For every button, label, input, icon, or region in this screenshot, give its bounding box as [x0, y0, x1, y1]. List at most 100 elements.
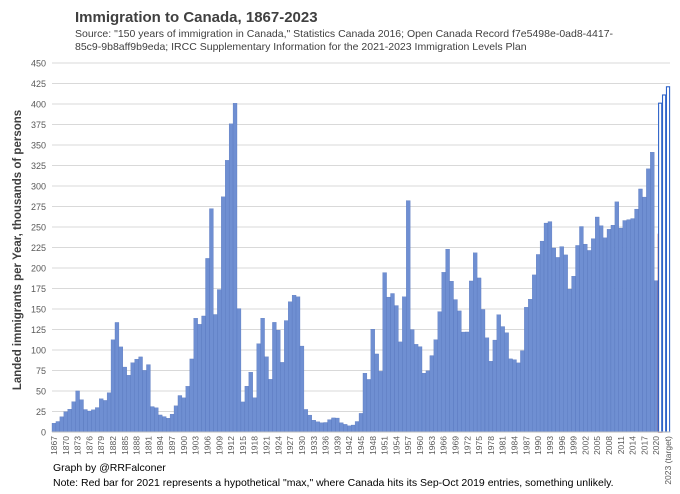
- bar: [122, 366, 127, 433]
- x-tick-label: 1933: [309, 436, 319, 455]
- bar: [520, 350, 525, 433]
- bar: [280, 362, 285, 433]
- bar: [386, 296, 391, 433]
- bar: [370, 329, 375, 433]
- bar: [484, 337, 490, 433]
- bar: [205, 258, 210, 433]
- y-axis-label-container: Landed immigrants per Year, thousands of…: [4, 100, 32, 400]
- y-tick-label: 425: [31, 79, 46, 89]
- bar: [583, 243, 588, 433]
- bar: [465, 331, 470, 433]
- bar: [362, 373, 368, 433]
- y-axis-label-svg: Landed immigrants per Year, thousands of…: [12, 110, 24, 390]
- bar: [366, 379, 371, 433]
- x-tick-label: 1912: [226, 436, 236, 455]
- bar: [327, 419, 332, 433]
- y-tick-label: 100: [31, 346, 46, 356]
- bar: [614, 201, 619, 433]
- bar: [567, 289, 572, 433]
- bar: [413, 344, 419, 433]
- bar: [390, 293, 395, 433]
- x-tick-label: 1990: [533, 436, 543, 455]
- bar: [351, 424, 356, 433]
- x-tick-label: 1930: [297, 436, 307, 455]
- bar: [154, 407, 159, 433]
- bar: [488, 361, 494, 433]
- bar: [91, 409, 96, 433]
- bar: [126, 375, 131, 433]
- x-tick-label: 1903: [191, 436, 201, 455]
- bar: [323, 422, 328, 433]
- bar: [87, 410, 92, 433]
- bar: [79, 399, 84, 433]
- x-tick-label: 2017: [639, 436, 649, 455]
- bar: [75, 390, 80, 433]
- bar: [209, 208, 214, 433]
- bar: [134, 359, 139, 433]
- bar: [536, 254, 541, 433]
- x-tick-label: 1867: [49, 436, 59, 455]
- x-tick-label: 1921: [262, 436, 272, 455]
- bar: [382, 272, 387, 433]
- x-tick-label: 1942: [344, 436, 354, 455]
- bar: [571, 276, 576, 433]
- y-tick-label: 150: [31, 305, 46, 315]
- x-tick-label: 2023 (target): [663, 436, 673, 485]
- bar: [130, 362, 135, 433]
- x-tick-label: 1978: [486, 436, 496, 455]
- bar: [528, 299, 533, 433]
- target-bar: [658, 102, 663, 433]
- y-axis-label: Landed immigrants per Year, thousands of…: [12, 110, 24, 390]
- bar: [142, 370, 147, 433]
- x-tick-label: 1975: [474, 436, 484, 455]
- bar: [347, 425, 352, 433]
- x-tick-label: 1984: [510, 436, 520, 455]
- x-tick-label: 1927: [285, 436, 295, 455]
- bar: [264, 356, 269, 433]
- bar: [457, 310, 462, 433]
- bar: [118, 346, 124, 433]
- x-tick-label: 1960: [415, 436, 425, 455]
- bar: [228, 123, 234, 433]
- bar: [260, 318, 265, 433]
- bar: [425, 370, 431, 433]
- bar: [173, 405, 179, 433]
- x-tick-label: 1888: [132, 436, 142, 455]
- x-tick-label: 1963: [427, 436, 437, 455]
- x-tick-label: 1972: [462, 436, 472, 455]
- bar: [602, 237, 608, 433]
- bar: [433, 339, 438, 433]
- bar: [606, 229, 612, 433]
- bar: [508, 358, 513, 433]
- bar: [248, 372, 253, 433]
- bar: [295, 296, 301, 433]
- x-tick-label: 2020: [651, 436, 661, 455]
- x-tick-label: 2005: [592, 436, 602, 455]
- bar: [610, 225, 616, 433]
- bar: [240, 401, 246, 433]
- x-tick-label: 1999: [569, 436, 579, 455]
- x-tick-label: 1915: [238, 436, 248, 455]
- bar: [217, 289, 222, 433]
- bar: [587, 250, 592, 433]
- bar: [189, 358, 194, 433]
- bar: [256, 343, 261, 433]
- bar: [311, 420, 316, 433]
- bar: [83, 409, 88, 433]
- bar: [504, 332, 509, 433]
- bar: [437, 311, 442, 433]
- chart-subtitle: Source: "150 years of immigration in Can…: [75, 28, 614, 53]
- x-tick-label: 1957: [403, 436, 413, 455]
- bar: [158, 414, 163, 433]
- bar: [638, 188, 643, 433]
- y-tick-label: 400: [31, 100, 46, 110]
- bar: [406, 200, 411, 433]
- bar: [288, 301, 293, 433]
- bar: [307, 414, 312, 433]
- x-tick-label: 1969: [450, 436, 460, 455]
- bar: [166, 418, 171, 433]
- bar: [331, 417, 336, 433]
- x-tick-label: 1870: [61, 436, 71, 455]
- bar: [221, 196, 226, 433]
- x-tick-label: 1894: [155, 436, 165, 455]
